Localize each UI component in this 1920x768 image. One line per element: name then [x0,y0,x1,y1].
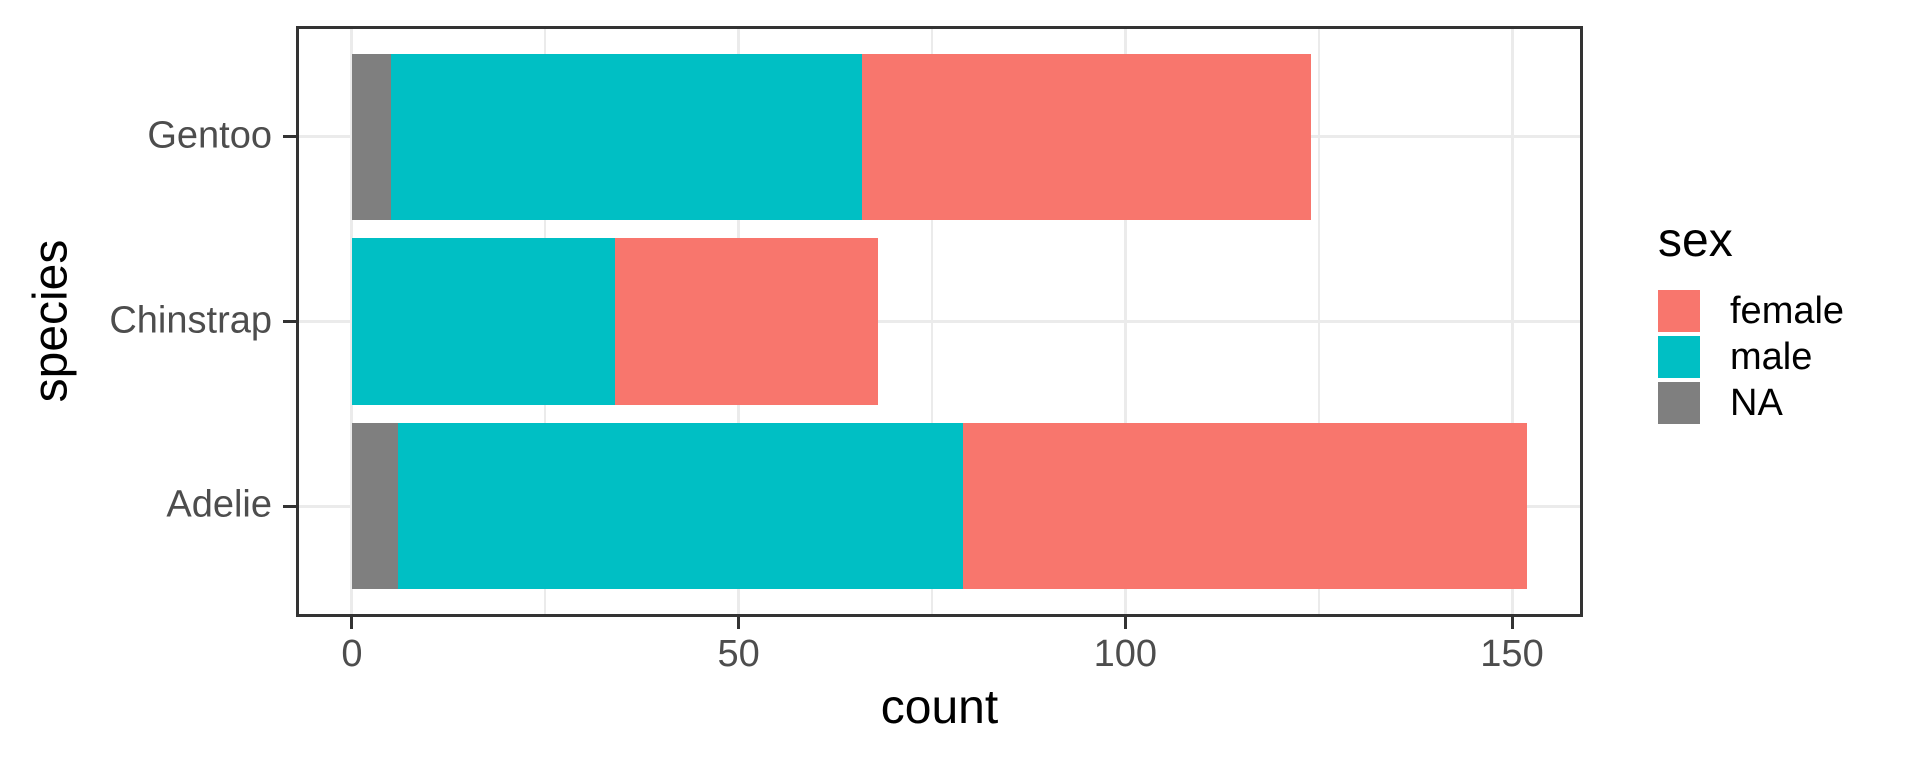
legend-swatch-na [1658,381,1700,424]
legend-label: female [1730,289,1845,332]
x-tick [1123,617,1127,629]
x-tick-label: 50 [717,633,760,675]
y-tick [283,135,296,139]
y-tick-label: Adelie [166,483,272,526]
legend-item-female: female [1658,289,1845,332]
legend-item-na: NA [1658,381,1844,424]
y-tick-label: Gentoo [147,114,272,157]
legend: sex female male NA [1658,212,1844,428]
x-tick-label: 150 [1480,633,1544,675]
bar-segment-female-adelie [962,423,1528,590]
x-tick [350,617,354,629]
plot-panel [296,26,1583,617]
legend-label: NA [1730,381,1783,424]
bar-segment-na-gentoo [351,53,391,220]
legend-label: male [1730,335,1813,378]
x-tick-label: 100 [1093,633,1158,675]
bar-segment-male-chinstrap [351,238,615,405]
bar-segment-male-gentoo [390,53,863,220]
bar-segment-male-adelie [398,423,963,590]
bar-segment-female-chinstrap [614,238,878,405]
x-tick [737,617,741,629]
legend-swatch-male [1658,335,1700,378]
y-tick [283,504,296,508]
y-tick-label: Chinstrap [109,298,272,341]
legend-swatch-female [1658,289,1700,332]
y-tick [283,320,296,323]
bar-segment-na-adelie [351,423,399,590]
x-tick [1510,617,1514,629]
legend-title: sex [1658,214,1733,267]
x-tick-label: 0 [341,633,363,675]
x-axis-title: count [880,681,999,734]
y-axis-title: species [24,239,78,403]
bar-segment-female-gentoo [862,53,1311,220]
gridline-major-y [296,320,1583,323]
legend-item-male: male [1658,335,1844,378]
